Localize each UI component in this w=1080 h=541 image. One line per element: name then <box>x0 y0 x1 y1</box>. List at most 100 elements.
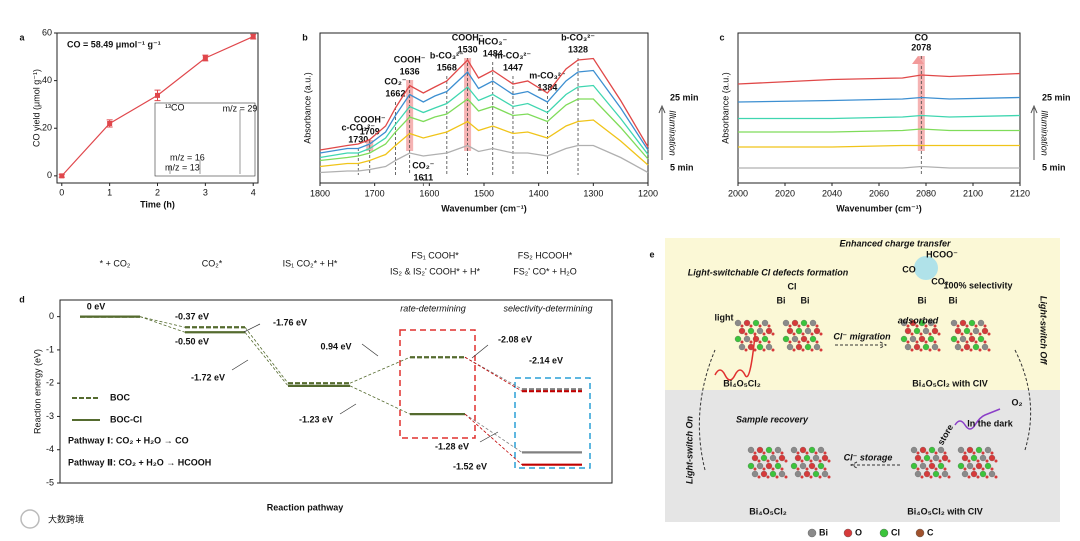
atom <box>937 462 945 470</box>
pathway-label: Pathway Ⅰ: CO₂ + H₂O → CO <box>68 435 189 445</box>
data-point <box>202 55 208 61</box>
x-tick-label: 1200 <box>638 188 658 198</box>
scheme-label: Enhanced charge transfer <box>839 238 951 248</box>
legend-atom-label: C <box>927 527 934 537</box>
atom <box>915 340 919 344</box>
connector <box>464 356 523 390</box>
x-tick-label: 1500 <box>474 188 494 198</box>
inset-label: m/z = 29 <box>223 103 258 113</box>
atom <box>923 470 931 478</box>
atom <box>751 470 759 478</box>
legend-atom-label: Cl <box>891 527 900 537</box>
peak-arrow <box>912 56 924 64</box>
peak-label: CO₂⁻ <box>384 76 406 86</box>
spectrum-line <box>737 96 1021 103</box>
atom <box>786 343 794 351</box>
x-tick-label: 2100 <box>963 188 983 198</box>
atom <box>937 348 941 352</box>
atom <box>790 462 798 470</box>
atom <box>919 348 923 352</box>
scheme-label: Bi <box>918 295 927 305</box>
atom <box>983 340 987 344</box>
panel-letter: a <box>19 32 25 42</box>
arrow-label: Illumination <box>1040 110 1050 156</box>
atom <box>817 446 825 454</box>
atom <box>774 462 782 470</box>
atom <box>818 475 822 479</box>
atom <box>961 470 969 478</box>
atom <box>804 343 812 351</box>
peak-value: 1568 <box>437 62 457 72</box>
atom <box>821 454 829 462</box>
x-tick-label: 2080 <box>916 188 936 198</box>
atom <box>762 348 766 352</box>
atom <box>969 332 973 336</box>
atom <box>821 470 829 478</box>
atom <box>782 335 790 343</box>
data-point <box>107 120 113 126</box>
scheme-label: Bi₄O₅Cl₂ <box>749 506 786 516</box>
light-wave <box>954 408 1001 430</box>
atom <box>799 446 807 454</box>
x-axis-label: Wavenumber (cm⁻¹) <box>441 203 526 213</box>
peak-value: 1484 <box>483 48 503 58</box>
y-tick-label: -3 <box>46 411 54 421</box>
atom <box>827 475 831 479</box>
peak-label: COOH⁻ <box>394 54 426 64</box>
y-tick-label: 0 <box>49 311 54 321</box>
atom <box>778 470 786 478</box>
atom <box>757 475 761 479</box>
atom <box>784 475 788 479</box>
atom <box>740 340 744 344</box>
atom <box>968 335 976 343</box>
scheme-label: Bi <box>777 295 786 305</box>
atom <box>913 343 921 351</box>
atom <box>800 475 804 479</box>
atom <box>979 470 987 478</box>
atom <box>928 446 936 454</box>
atom <box>900 335 908 343</box>
atom <box>956 324 960 328</box>
atom <box>934 451 938 455</box>
atom <box>920 475 924 479</box>
atom <box>941 470 949 478</box>
cycle-arrow <box>1014 349 1032 451</box>
atom <box>976 475 980 479</box>
atom <box>762 467 766 471</box>
storage-arrow <box>849 461 900 469</box>
atom <box>780 467 784 471</box>
state-label: * + CO₂ <box>100 258 131 268</box>
connector <box>464 356 523 392</box>
atom <box>803 470 811 478</box>
atom <box>771 451 775 455</box>
atom <box>827 459 831 463</box>
atom <box>744 332 748 336</box>
atom <box>947 459 951 463</box>
time-label: 5 min <box>670 162 694 172</box>
atom <box>963 467 967 471</box>
atom <box>800 459 804 463</box>
atom <box>756 327 764 335</box>
atom <box>792 348 796 352</box>
atom <box>791 319 799 327</box>
scheme-label: O₂ <box>1012 397 1023 407</box>
energy-annotation: -1.23 eV <box>299 414 333 424</box>
atom <box>933 340 937 344</box>
atom <box>919 332 923 336</box>
atom <box>753 451 757 455</box>
peak-label: m-CO₃²⁻ <box>495 50 532 60</box>
atom <box>795 343 803 351</box>
atom <box>976 459 980 463</box>
atom <box>810 332 814 336</box>
atom <box>906 340 910 344</box>
atom <box>972 467 976 471</box>
atom <box>753 348 757 352</box>
scheme-label: CO₂ <box>931 276 949 286</box>
atom <box>937 332 941 336</box>
atom <box>922 343 930 351</box>
y-tick-label: -1 <box>46 344 54 354</box>
scheme-label: In the dark <box>967 418 1014 428</box>
atom <box>904 327 912 335</box>
atom <box>747 462 755 470</box>
